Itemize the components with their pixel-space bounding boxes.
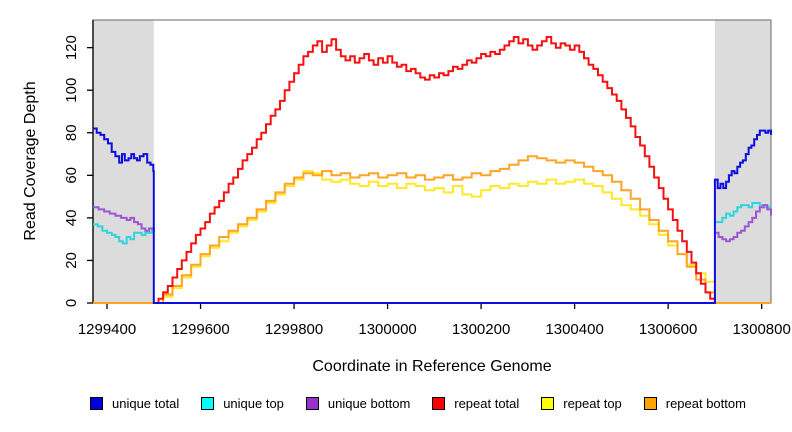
x-tick-label: 1299600 — [171, 321, 229, 338]
legend-item-unique-total: unique total — [90, 396, 179, 411]
legend-item-repeat-bottom: repeat bottom — [643, 396, 746, 411]
y-tick-label: 120 — [63, 35, 80, 60]
y-tick-label: 60 — [63, 167, 80, 184]
legend-item-repeat-top: repeat top — [541, 396, 622, 411]
y-tick-label: 40 — [63, 210, 80, 227]
series-line-repeat-total — [153, 36, 716, 304]
legend-swatch-icon — [643, 397, 657, 410]
legend-label: unique bottom — [327, 396, 411, 411]
legend-swatch-icon — [541, 397, 555, 410]
y-axis-title: Read Coverage Depth — [22, 81, 39, 241]
legend-swatch-icon — [201, 397, 215, 410]
x-tick-label: 1300800 — [732, 321, 790, 338]
legend-label: unique top — [223, 396, 284, 411]
plot-border — [92, 19, 772, 304]
series-line-unique-bottom — [714, 204, 772, 243]
legend-item-repeat-total: repeat total — [432, 396, 519, 411]
legend-label: repeat top — [563, 396, 622, 411]
legend-swatch-icon — [305, 397, 319, 410]
legend: unique total unique top unique bottom repea… — [90, 396, 746, 411]
y-tick-label: 80 — [63, 124, 80, 141]
x-tick-label: 1299400 — [78, 321, 136, 338]
y-tick-label: 100 — [63, 78, 80, 103]
legend-swatch-icon — [90, 397, 103, 410]
series-line-unique-total — [93, 127, 772, 304]
legend-item-unique-top: unique top — [201, 396, 284, 411]
x-tick-label: 1299800 — [265, 321, 323, 338]
series-line-repeat-bottom — [153, 155, 716, 304]
series-line-unique-top — [714, 202, 771, 224]
masked-region — [93, 20, 154, 303]
legend-label: repeat bottom — [665, 396, 746, 411]
x-tick-label: 1300600 — [639, 321, 697, 338]
x-tick-label: 1300400 — [545, 321, 603, 338]
x-tick-label: 1300200 — [452, 321, 510, 338]
series-line-unique-top — [93, 223, 155, 245]
legend-label: repeat total — [454, 396, 520, 411]
y-tick-label: 0 — [63, 299, 80, 307]
legend-swatch-icon — [432, 397, 446, 410]
legend-label: unique total — [112, 396, 180, 411]
legend-item-unique-bottom: unique bottom — [305, 396, 411, 411]
x-axis-title: Coordinate in Reference Genome — [312, 358, 552, 375]
x-tick-label: 1300000 — [358, 321, 416, 338]
series-line-unique-bottom — [93, 206, 155, 232]
y-tick-label: 20 — [63, 252, 80, 269]
